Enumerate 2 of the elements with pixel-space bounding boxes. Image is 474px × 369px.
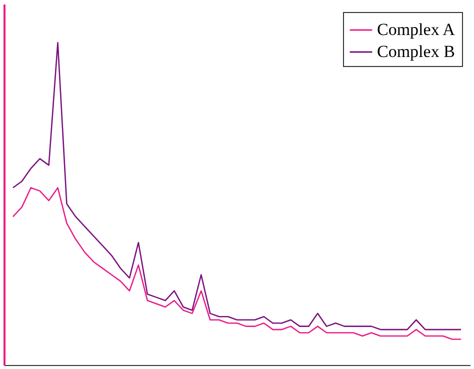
legend-label: Complex A: [377, 20, 456, 39]
legend-label: Complex B: [377, 42, 455, 61]
